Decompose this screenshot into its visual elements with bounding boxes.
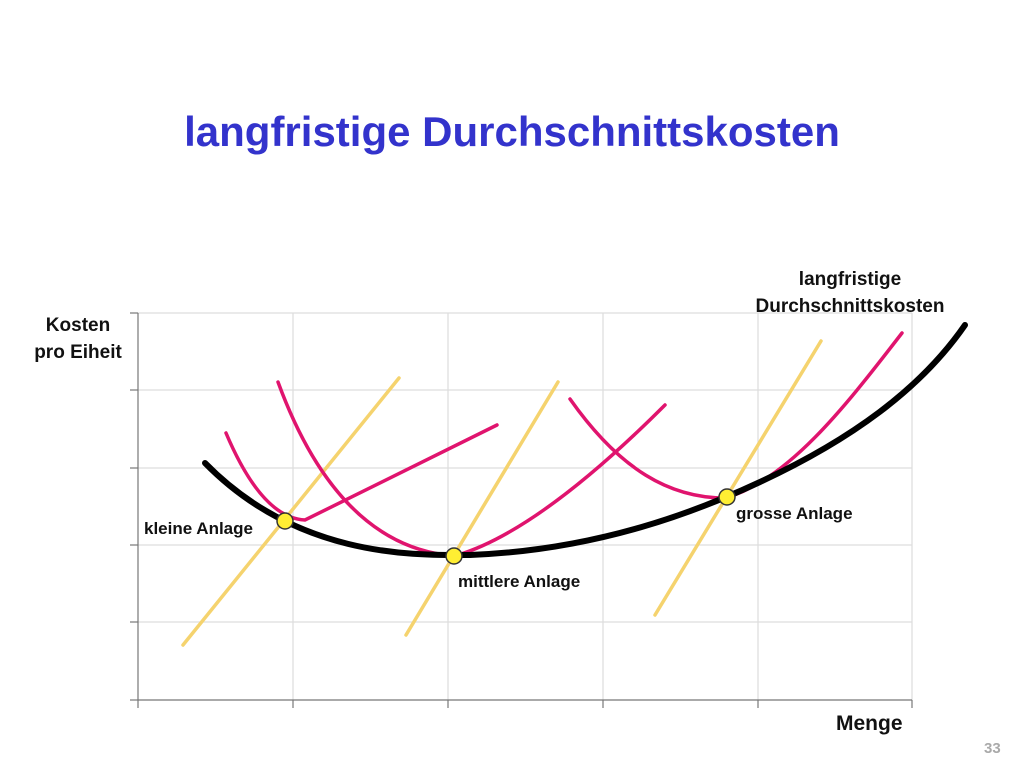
lrac-curve-label-line2: Durchschnittskosten: [755, 296, 945, 317]
diagonal-line-medium: [404, 380, 560, 637]
y-axis-label-line1: Kosten: [45, 315, 111, 336]
plant-large-label: grosse Anlage: [736, 504, 853, 523]
lrac-curve: [202, 322, 968, 559]
srac-medium-left-branch: [276, 380, 447, 557]
srac-large-curve: [568, 331, 904, 500]
tangent-point-small: [276, 512, 294, 530]
plant-medium-label: mittlere Anlage: [458, 572, 581, 591]
y-axis-label: Kosten pro Eiheit: [22, 312, 134, 366]
tangent-points: [276, 488, 736, 565]
diagonal-line-small: [181, 376, 401, 647]
diagonal-lines: [181, 339, 823, 647]
axes: [130, 312, 913, 708]
lrac-curve-label: langfristige Durchschnittskosten: [730, 266, 970, 320]
diagonal-line-large: [653, 339, 823, 617]
grid: [138, 312, 913, 700]
tangent-point-large: [718, 488, 736, 506]
srac-medium-right-branch: [456, 403, 667, 557]
plant-small-label: kleine Anlage: [144, 519, 253, 538]
y-axis-label-line2: pro Eiheit: [34, 342, 122, 363]
x-axis-label: Menge: [836, 712, 903, 735]
tangent-point-medium: [445, 547, 463, 565]
lrac-curve-label-line1: langfristige: [798, 269, 902, 290]
srac-small-curve: [224, 423, 499, 522]
page-number: 33: [984, 740, 1001, 757]
slide-title: langfristige Durchschnittskosten: [184, 108, 840, 155]
